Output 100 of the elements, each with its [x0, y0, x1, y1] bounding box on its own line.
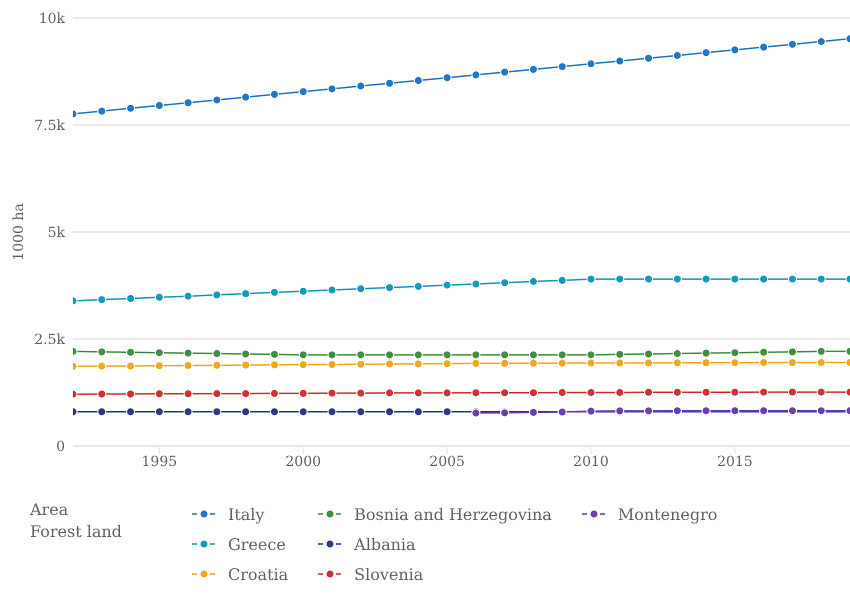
point	[184, 407, 193, 416]
point	[328, 84, 336, 94]
point	[241, 407, 250, 416]
x-tick-label: 1995	[142, 454, 178, 470]
point	[586, 388, 596, 397]
point	[586, 350, 596, 360]
point	[702, 48, 711, 58]
point	[528, 358, 538, 368]
point	[500, 68, 510, 77]
point	[126, 348, 136, 357]
point	[212, 290, 222, 300]
point	[558, 276, 567, 285]
point	[615, 274, 624, 284]
point	[615, 388, 624, 397]
point	[298, 407, 308, 416]
point	[385, 388, 394, 398]
y-tick-label: 7.5k	[34, 118, 66, 134]
point	[97, 347, 106, 356]
x-tick-label: 2010	[573, 454, 609, 470]
legend-title: Area Forest land	[30, 499, 123, 543]
point	[442, 388, 452, 398]
point	[788, 388, 797, 397]
point	[558, 350, 567, 360]
point	[759, 42, 768, 52]
point	[644, 274, 654, 284]
point	[126, 390, 136, 398]
point	[702, 274, 711, 284]
point	[442, 350, 452, 360]
point	[270, 90, 279, 99]
point	[586, 59, 596, 68]
point	[702, 358, 711, 368]
point	[730, 45, 740, 54]
point	[816, 388, 826, 397]
point	[270, 288, 279, 297]
point	[184, 348, 193, 358]
point	[672, 388, 682, 397]
point	[730, 358, 740, 368]
point	[442, 280, 452, 290]
point	[126, 104, 136, 113]
point	[97, 407, 106, 416]
point	[97, 106, 106, 116]
point	[414, 388, 423, 398]
point	[672, 274, 682, 284]
point	[414, 282, 423, 291]
y-axis-title: 1000 ha	[10, 203, 27, 261]
point	[788, 347, 797, 356]
point	[500, 278, 510, 288]
point	[442, 407, 452, 416]
point	[154, 361, 164, 370]
point	[414, 407, 423, 416]
point	[558, 388, 567, 397]
y-tick-label: 10k	[38, 10, 66, 27]
point	[298, 286, 308, 296]
point	[241, 389, 250, 398]
point	[414, 350, 423, 360]
y-tick-label: 2.5k	[34, 332, 66, 348]
point	[154, 389, 164, 398]
point	[270, 360, 279, 370]
legend-label: Greece	[228, 534, 286, 554]
point	[528, 276, 538, 286]
point	[442, 359, 452, 368]
y-tick-label: 0	[56, 438, 65, 455]
point	[759, 348, 768, 357]
point	[385, 407, 394, 416]
point	[471, 350, 480, 360]
point	[702, 348, 711, 358]
point	[212, 407, 222, 416]
point	[385, 283, 394, 292]
legend-label: Italy	[228, 504, 264, 524]
point	[126, 407, 136, 416]
point	[241, 360, 250, 370]
point	[788, 40, 797, 49]
point	[730, 274, 740, 284]
point	[644, 388, 654, 397]
point	[212, 389, 222, 398]
point	[702, 388, 711, 397]
point	[154, 348, 164, 358]
point	[615, 350, 624, 359]
point	[328, 407, 336, 416]
point	[97, 390, 106, 398]
point	[298, 87, 308, 96]
point	[212, 360, 222, 370]
point	[442, 73, 452, 82]
point	[558, 358, 567, 368]
point	[471, 388, 480, 398]
point	[644, 54, 654, 63]
point	[414, 359, 423, 368]
point	[528, 350, 538, 360]
point	[356, 388, 366, 398]
point	[270, 388, 279, 398]
legend-label: Albania	[354, 534, 416, 554]
point	[356, 284, 366, 294]
point	[730, 348, 740, 358]
point	[356, 407, 366, 416]
point	[788, 274, 797, 284]
x-tick-label: 2005	[429, 454, 465, 470]
point	[270, 350, 279, 359]
point	[97, 295, 106, 304]
y-tick-label: 5k	[48, 224, 66, 241]
point	[298, 388, 308, 398]
